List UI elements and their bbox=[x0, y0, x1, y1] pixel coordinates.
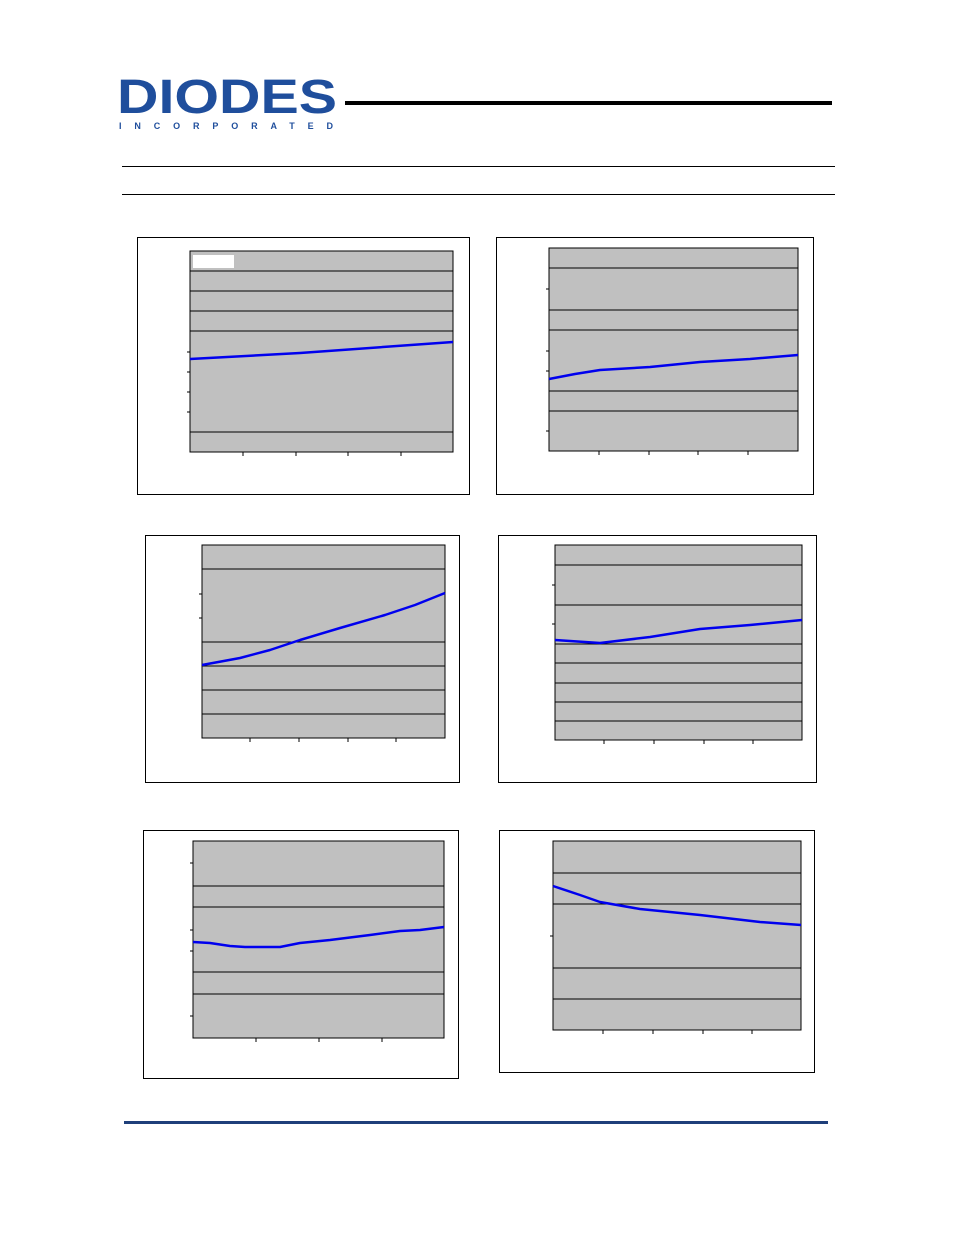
curve bbox=[554, 618, 803, 645]
curve bbox=[552, 884, 802, 927]
footer-rule bbox=[124, 1121, 828, 1124]
curve bbox=[201, 591, 446, 667]
legend-box bbox=[193, 255, 234, 268]
logo: DIODES bbox=[117, 71, 337, 124]
plot-area bbox=[192, 840, 445, 1039]
curve bbox=[548, 353, 799, 381]
header-rule bbox=[345, 101, 832, 105]
curve bbox=[189, 340, 454, 361]
curve bbox=[192, 925, 445, 949]
plot-area bbox=[552, 840, 802, 1031]
plot-area bbox=[548, 247, 799, 452]
